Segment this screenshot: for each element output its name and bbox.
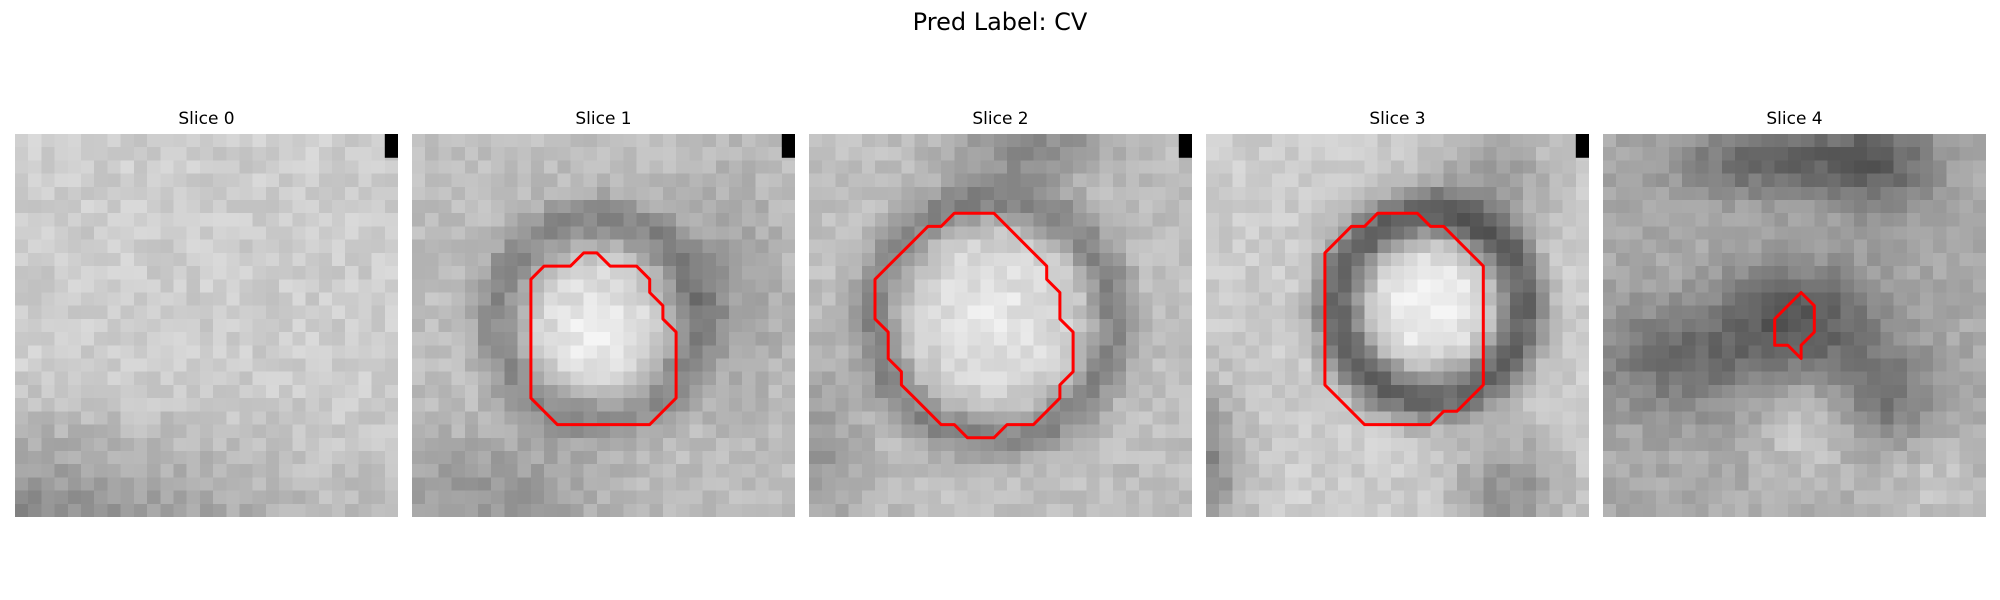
segmentation-contour bbox=[1323, 211, 1485, 427]
slice-title: Slice 0 bbox=[178, 109, 235, 129]
slice-image bbox=[1206, 134, 1589, 517]
slice-title: Slice 2 bbox=[972, 109, 1029, 129]
segmentation-contour bbox=[529, 251, 678, 427]
corner-marker bbox=[1575, 134, 1589, 158]
corner-marker bbox=[781, 134, 795, 158]
slice-image bbox=[1603, 134, 1986, 517]
slice-image bbox=[412, 134, 795, 517]
corner-marker bbox=[384, 134, 398, 158]
slice-image bbox=[809, 134, 1192, 517]
segmentation-contour bbox=[1773, 291, 1816, 360]
slice-image bbox=[15, 134, 398, 517]
figure-title: Pred Label: CV bbox=[912, 8, 1088, 36]
slice-title: Slice 3 bbox=[1369, 109, 1426, 129]
slice-title: Slice 4 bbox=[1766, 109, 1823, 129]
segmentation-contour bbox=[873, 211, 1075, 440]
corner-marker bbox=[1178, 134, 1192, 158]
slice-title: Slice 1 bbox=[575, 109, 632, 129]
